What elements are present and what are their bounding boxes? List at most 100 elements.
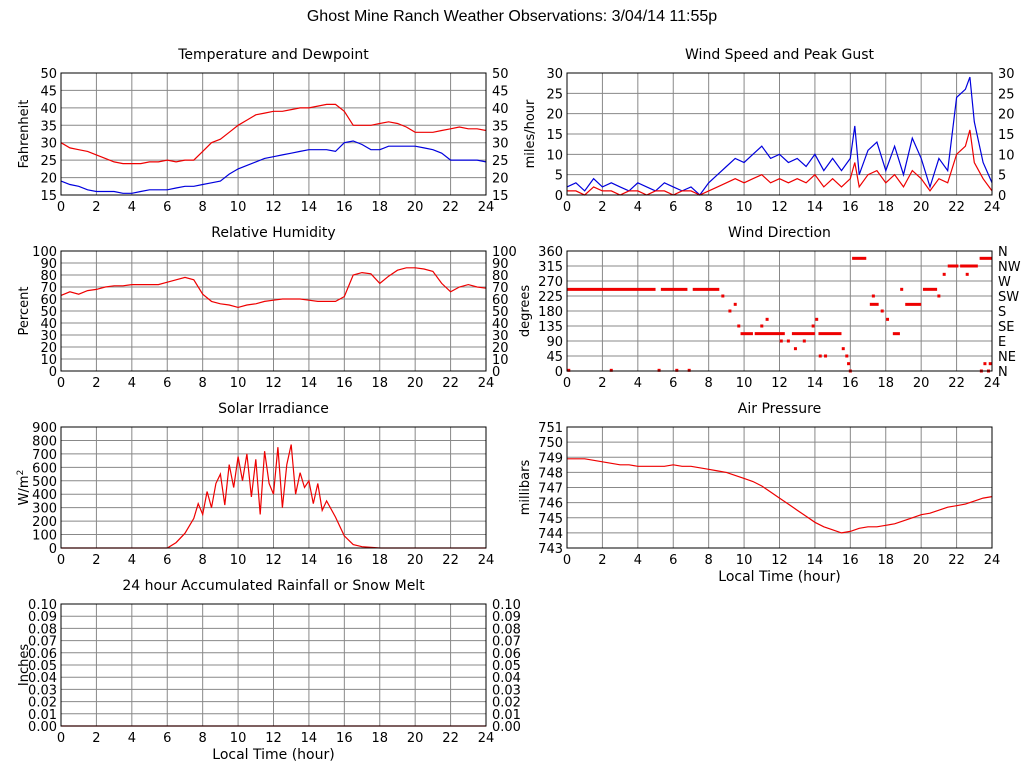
y-tick-label: 25 — [40, 154, 57, 169]
direction-point — [802, 339, 806, 343]
compass-label: SE — [998, 320, 1014, 335]
x-tick-label: 14 — [807, 376, 824, 391]
x-tick-label: 20 — [913, 376, 930, 391]
compass-label: SW — [998, 290, 1019, 305]
x-tick-label: 4 — [128, 200, 136, 215]
y-tick-label: 45 — [546, 350, 563, 365]
y-axis-label: W/m2 — [16, 470, 32, 506]
y-tick-label-right: 30 — [998, 67, 1015, 82]
x-tick-label: 16 — [842, 200, 859, 215]
direction-point — [786, 339, 790, 343]
direction-point — [983, 362, 987, 366]
x-tick-label: 22 — [442, 376, 459, 391]
x-tick-label: 6 — [669, 376, 677, 391]
compass-label: N — [998, 245, 1008, 260]
y-tick-label-right: 0.00 — [492, 720, 521, 735]
y-tick-label: 135 — [538, 320, 563, 335]
y-tick-label: 747 — [538, 482, 563, 497]
compass-label: NW — [998, 260, 1021, 275]
y-tick-label-right: 60 — [492, 293, 509, 308]
x-tick-label: 22 — [442, 731, 459, 746]
y-tick-label-right: 25 — [492, 154, 509, 169]
y-tick-label: 5 — [555, 169, 563, 184]
x-tick-label: 8 — [199, 731, 207, 746]
y-tick-label: 10 — [546, 148, 563, 163]
y-tick-label: 0.10 — [28, 598, 57, 613]
x-tick-label: 2 — [598, 200, 606, 215]
x-tick-label: 4 — [128, 731, 136, 746]
series-line — [567, 129, 993, 196]
x-tick-label: 14 — [301, 553, 318, 568]
x-tick-label: 0 — [563, 376, 571, 391]
x-tick-label: 2 — [92, 200, 100, 215]
plot-frame — [566, 72, 993, 196]
compass-label: W — [998, 275, 1011, 290]
plot-frame — [566, 426, 993, 549]
x-tick-label: 20 — [407, 200, 424, 215]
y-tick-label: 360 — [538, 245, 563, 260]
y-tick-label: 35 — [40, 119, 57, 134]
y-tick-label: 20 — [40, 341, 57, 356]
x-tick-label: 16 — [842, 553, 859, 568]
chart-title: 24 hour Accumulated Rainfall or Snow Mel… — [122, 578, 425, 594]
series-line — [60, 140, 487, 194]
x-axis-label: Local Time (hour) — [212, 747, 334, 763]
x-tick-label: 20 — [913, 200, 930, 215]
direction-point — [728, 309, 732, 313]
plot-frame — [60, 72, 487, 196]
y-tick-label-right: 20 — [998, 108, 1015, 123]
x-tick-label: 24 — [984, 376, 1001, 391]
x-tick-label: 14 — [807, 553, 824, 568]
y-tick-label: 180 — [538, 305, 563, 320]
x-tick-label: 20 — [407, 376, 424, 391]
direction-point — [871, 294, 875, 298]
y-tick-label: 744 — [538, 527, 563, 542]
plot-frame — [566, 250, 993, 372]
y-tick-label: 100 — [32, 529, 57, 544]
x-tick-label: 18 — [371, 200, 388, 215]
direction-point — [609, 368, 613, 372]
x-tick-label: 18 — [371, 553, 388, 568]
direction-point — [845, 354, 849, 358]
y-tick-label: 400 — [32, 488, 57, 503]
y-tick-label-right: 10 — [492, 353, 509, 368]
y-tick-label: 746 — [538, 497, 563, 512]
x-tick-label: 0 — [57, 553, 65, 568]
y-tick-label-right: 100 — [492, 245, 517, 260]
x-tick-label: 8 — [705, 200, 713, 215]
y-tick-label-right: 20 — [492, 341, 509, 356]
x-tick-label: 12 — [265, 376, 282, 391]
series-line — [567, 458, 993, 534]
x-axis-label: Local Time (hour) — [718, 569, 840, 585]
x-tick-label: 24 — [984, 553, 1001, 568]
plot-frame — [60, 426, 487, 549]
y-tick-label: 0 — [49, 542, 57, 557]
y-tick-label: 0.06 — [28, 647, 57, 662]
direction-point — [811, 324, 815, 328]
x-tick-label: 24 — [984, 200, 1001, 215]
y-tick-label: 200 — [32, 515, 57, 530]
x-tick-label: 22 — [948, 376, 965, 391]
x-tick-label: 20 — [913, 553, 930, 568]
x-tick-label: 10 — [230, 731, 247, 746]
y-tick-label: 0 — [555, 365, 563, 380]
y-tick-label: 60 — [40, 293, 57, 308]
x-tick-label: 6 — [163, 376, 171, 391]
direction-point — [737, 324, 741, 328]
x-tick-label: 8 — [199, 200, 207, 215]
direction-point — [721, 294, 725, 298]
x-tick-label: 4 — [634, 376, 642, 391]
x-tick-label: 14 — [301, 200, 318, 215]
y-tick-label: 800 — [32, 434, 57, 449]
y-tick-label: 100 — [32, 245, 57, 260]
y-tick-label-right: 0.05 — [492, 659, 521, 674]
x-tick-label: 10 — [230, 376, 247, 391]
y-tick-label-right: 0.02 — [492, 696, 521, 711]
chart-title: Relative Humidity — [211, 225, 335, 241]
x-tick-label: 0 — [563, 200, 571, 215]
y-tick-label: 748 — [538, 466, 563, 481]
x-tick-label: 8 — [199, 376, 207, 391]
plot-frame — [60, 603, 487, 727]
